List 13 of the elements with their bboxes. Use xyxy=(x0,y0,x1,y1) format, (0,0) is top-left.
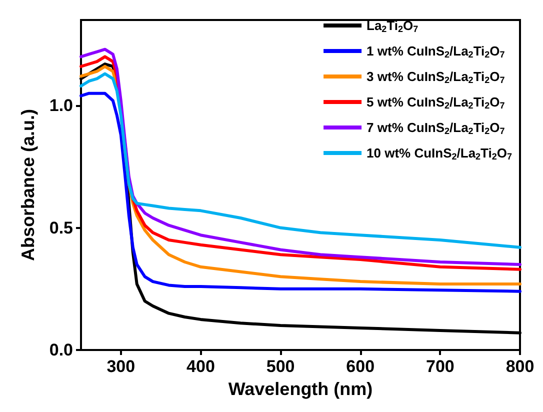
y-tick-label: 0.5 xyxy=(49,218,73,238)
x-tick-label: 500 xyxy=(266,357,295,376)
x-tick-label: 800 xyxy=(506,357,534,376)
line-series xyxy=(80,92,522,293)
line-series xyxy=(80,72,522,249)
x-tick-label: 600 xyxy=(346,357,375,376)
y-axis-title: Absorbance (a.u.) xyxy=(18,108,38,262)
y-tick-label: 1.0 xyxy=(49,96,73,116)
x-tick-label: 300 xyxy=(106,357,136,376)
x-axis-title: Wavelength (nm) xyxy=(228,379,373,399)
x-tick-label: 700 xyxy=(426,357,454,376)
x-tick-label: 400 xyxy=(186,357,215,376)
y-tick-label: 0.0 xyxy=(49,340,73,360)
